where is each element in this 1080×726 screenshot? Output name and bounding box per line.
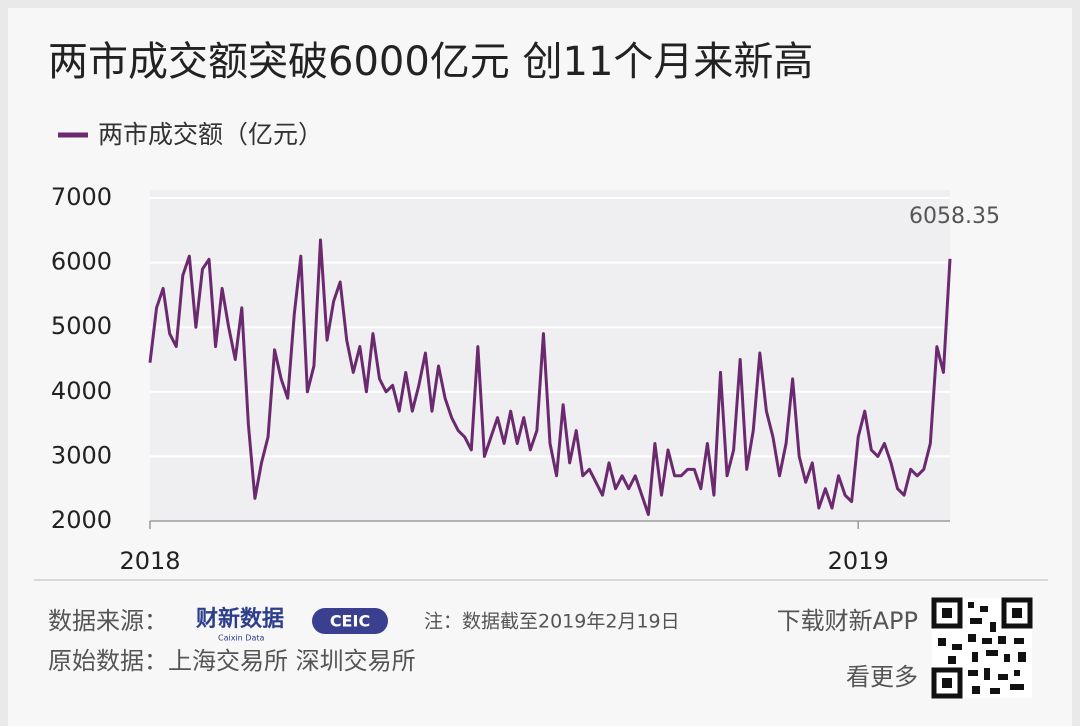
logo-sub: Caixin Data [218, 634, 264, 643]
qr-code [931, 597, 1033, 699]
qr-modules [938, 602, 1026, 694]
y-tick-label: 2000 [51, 506, 112, 534]
data-line [148, 238, 952, 517]
qr-finder [931, 667, 963, 699]
logo-text: 财新数据 [196, 606, 284, 632]
y-tick-label: 3000 [51, 441, 112, 469]
data-label: 6058.35 [909, 204, 1000, 229]
y-tick-label: 6000 [51, 248, 112, 276]
qr-dot [942, 608, 952, 618]
source-label: 数据来源： [48, 607, 168, 635]
y-tick-label: 4000 [51, 377, 112, 405]
y-tick-label: 7000 [51, 183, 112, 211]
plot-area [150, 190, 950, 521]
x-tick-label: 2019 [828, 547, 889, 575]
chart-title: 两市成交额突破6000亿元 创11个月来新高 [48, 39, 813, 85]
origin: 原始数据：上海交易所 深圳交易所 [48, 647, 416, 675]
app-text: 下载财新APP [777, 607, 918, 635]
x-tick-label: 2018 [119, 547, 180, 575]
more-text: 看更多 [846, 663, 918, 691]
qr-dot [942, 678, 952, 688]
qr-finder [1001, 597, 1033, 629]
ceic-text: CEIC [330, 612, 370, 631]
note: 注：数据截至2019年2月19日 [424, 611, 680, 633]
y-tick-label: 5000 [51, 312, 112, 340]
legend-label: 两市成交额（亿元） [98, 120, 323, 149]
ceic-logo [312, 608, 388, 634]
qr-finder [931, 597, 963, 629]
qr-dot [1012, 608, 1022, 618]
